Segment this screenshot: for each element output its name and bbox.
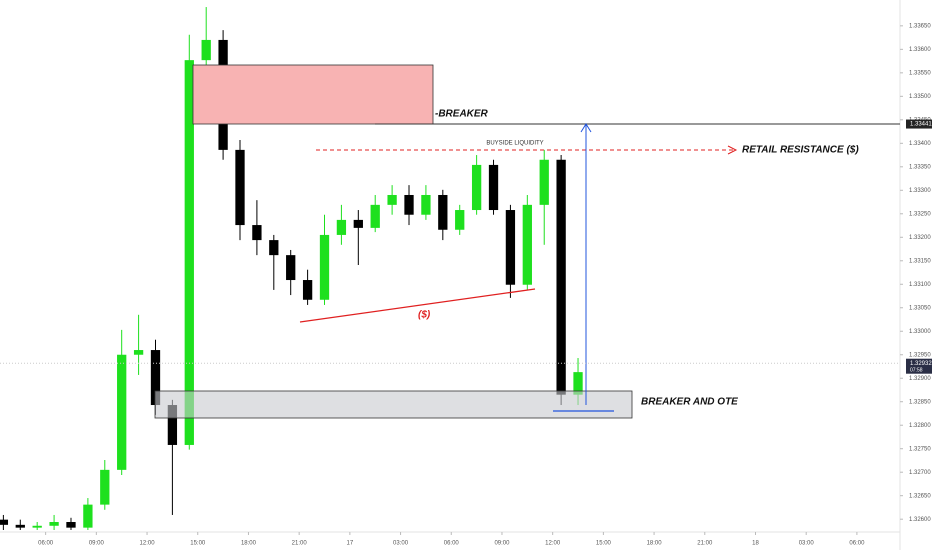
y-tick-label: 1.32700 (909, 470, 931, 476)
x-tick-label: 06:00 (849, 541, 865, 547)
breaker-label: -BREAKER (435, 109, 489, 120)
candle-body (0, 519, 9, 525)
candle-body (269, 240, 279, 256)
breaker-zone (192, 64, 434, 125)
ote-zone (154, 390, 633, 419)
retail-label: RETAIL RESISTANCE ($) (742, 145, 859, 156)
dollar-label: ($) (418, 310, 431, 321)
candle-body (32, 525, 42, 528)
y-tick-label: 1.33500 (909, 94, 931, 100)
candle-body (66, 522, 76, 528)
candle-body (235, 149, 245, 226)
candle-body (387, 194, 397, 205)
candle-body (286, 255, 296, 281)
price-tag (906, 119, 932, 129)
candle-body (319, 234, 330, 300)
trend-line (299, 288, 536, 323)
candle-body (49, 522, 59, 526)
candle-body (438, 194, 448, 230)
candle-body (505, 210, 516, 285)
y-tick-label: 1.33650 (909, 23, 931, 29)
x-tick-label: 09:00 (89, 541, 105, 547)
candle-body (404, 194, 414, 215)
candle-body (167, 405, 178, 445)
countdown-label: 07:58 (910, 368, 923, 374)
y-tick-label: 1.32850 (909, 399, 931, 405)
candle-body (471, 164, 482, 211)
x-tick-label: 15:00 (190, 541, 206, 547)
x-tick-label: 18:00 (647, 541, 663, 547)
candle-body (539, 159, 549, 205)
x-tick-label: 12:00 (545, 541, 561, 547)
y-tick-label: 1.33000 (909, 329, 931, 335)
y-tick-label: 1.32950 (909, 352, 931, 358)
y-tick-label: 1.33050 (909, 305, 931, 311)
x-tick-label: 09:00 (494, 541, 510, 547)
y-tick-label: 1.33100 (909, 282, 931, 288)
candle-body (370, 204, 380, 228)
y-tick-label: 1.32650 (909, 493, 931, 499)
candle-body (83, 504, 93, 528)
y-tick-label: 1.33300 (909, 188, 931, 194)
candle-body (15, 524, 25, 528)
buyside-label: BUYSIDE LIQUIDITY (486, 141, 543, 147)
y-tick-label: 1.32750 (909, 446, 931, 452)
candle-body (150, 350, 161, 406)
x-tick-label: 15:00 (596, 541, 612, 547)
candle-body (421, 194, 431, 215)
y-tick-label: 1.33350 (909, 164, 931, 170)
candle-body (133, 350, 144, 355)
candle-body (522, 204, 532, 285)
candle-body (556, 159, 566, 395)
price-tag (906, 358, 932, 374)
candle-body (336, 219, 347, 235)
x-tick-label: 18:00 (241, 541, 257, 547)
candle-body (353, 219, 363, 228)
y-tick-label: 1.33250 (909, 211, 931, 217)
target-arrowhead (580, 123, 592, 133)
candle-body (100, 469, 110, 505)
candle-body (573, 372, 583, 395)
y-tick-label: 1.33200 (909, 235, 931, 241)
retail-arrow (727, 145, 738, 155)
candle-body (117, 354, 127, 470)
ote-label: BREAKER AND OTE (641, 397, 738, 408)
y-tick-label: 1.33600 (909, 47, 931, 53)
y-tick-label: 1.33550 (909, 70, 931, 76)
x-tick-label: 21:00 (292, 541, 308, 547)
candle-body (302, 280, 313, 300)
price-tag-label: 1.33441 (910, 122, 932, 128)
candle-body (201, 39, 211, 61)
x-tick-label: 21:00 (697, 541, 713, 547)
y-tick-label: 1.33400 (909, 141, 931, 147)
candle-body (184, 60, 194, 445)
candle-body (252, 225, 262, 241)
price-tag-label: 1.32932 (910, 361, 932, 367)
candle-body (488, 164, 499, 211)
x-tick-label: 12:00 (140, 541, 156, 547)
x-tick-label: 06:00 (444, 541, 460, 547)
x-tick-label: 06:00 (38, 541, 54, 547)
x-tick-label: 18 (752, 541, 759, 547)
x-tick-label: 17 (347, 541, 354, 547)
candle-body (455, 210, 465, 230)
axes: 1.32600 1.32650 1.32700 1.32750 1.32800 1.328… (0, 23, 932, 547)
y-tick-label: 1.33150 (909, 258, 931, 264)
y-tick-label: 1.32900 (909, 376, 931, 382)
y-tick-label: 1.32800 (909, 423, 931, 429)
y-tick-label: 1.32600 (909, 517, 931, 523)
x-tick-label: 03:00 (799, 541, 815, 547)
x-tick-label: 03:00 (393, 541, 409, 547)
